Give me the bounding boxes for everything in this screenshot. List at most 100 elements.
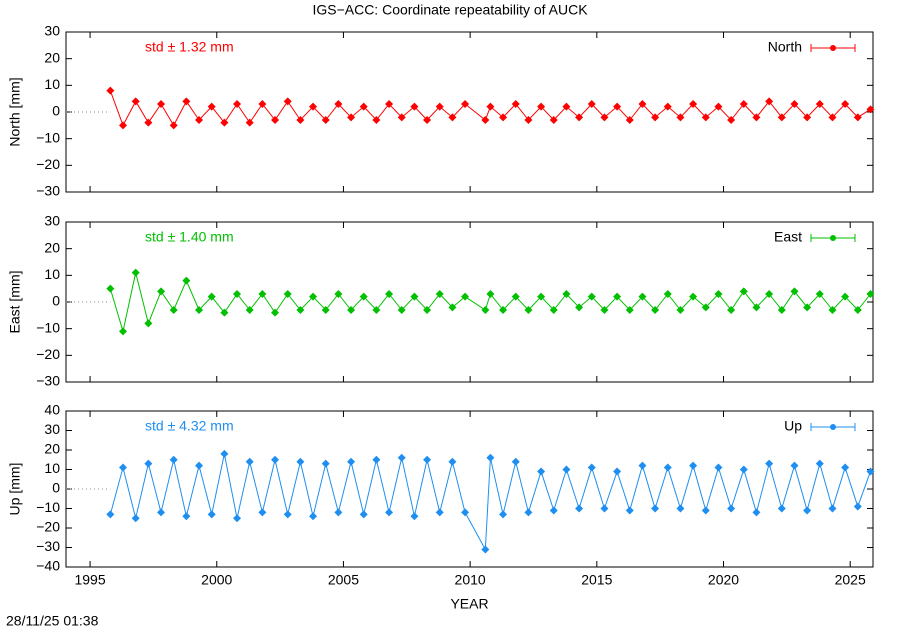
data-point (435, 102, 444, 111)
data-point (562, 465, 571, 474)
data-point (334, 290, 343, 298)
data-point (321, 306, 330, 314)
data-point (144, 319, 153, 328)
data-point (841, 100, 850, 108)
y-tick-label: −10 (36, 499, 60, 515)
data-point (841, 292, 850, 301)
data-point (410, 102, 419, 111)
data-point (195, 306, 204, 314)
data-point (448, 457, 457, 466)
annotation: std ± 1.32 mm (145, 39, 234, 55)
data-point (549, 306, 558, 314)
data-point (701, 303, 710, 312)
x-axis-label: YEAR (450, 596, 488, 612)
data-point (182, 276, 191, 285)
data-point (119, 121, 128, 130)
data-point (435, 508, 444, 517)
data-point (853, 502, 862, 511)
data-point (714, 463, 723, 472)
data-point (676, 306, 685, 314)
y-tick-label: 20 (44, 441, 60, 457)
data-point (676, 504, 685, 513)
data-point (752, 303, 761, 312)
data-point (549, 116, 558, 124)
data-point (296, 457, 305, 466)
data-point (169, 121, 178, 130)
data-point (283, 290, 292, 298)
data-point (334, 100, 343, 108)
data-point (866, 290, 875, 298)
data-point (815, 100, 824, 108)
x-tick-label: 2010 (455, 572, 486, 588)
data-point (499, 113, 508, 122)
data-point (410, 292, 419, 301)
data-point (347, 457, 356, 466)
data-point (562, 290, 571, 298)
data-point (790, 100, 799, 108)
y-tick-label: −20 (36, 346, 60, 362)
data-point (372, 116, 381, 124)
data-point (481, 545, 490, 554)
data-point (309, 292, 318, 301)
data-point (625, 506, 634, 515)
data-point (271, 455, 280, 464)
data-point (157, 100, 166, 108)
y-tick-label: 20 (44, 239, 60, 255)
data-point (296, 116, 305, 124)
x-tick-label: 2000 (201, 572, 232, 588)
data-point (169, 306, 178, 314)
data-point (245, 118, 254, 127)
data-point (651, 504, 660, 513)
y-tick-label: 30 (44, 23, 60, 39)
y-tick-label: 40 (44, 402, 60, 418)
y-tick-label: 10 (44, 460, 60, 476)
data-point (448, 303, 457, 312)
y-tick-label: −30 (36, 538, 60, 554)
data-point (309, 512, 318, 521)
data-point (397, 306, 406, 314)
data-point (663, 463, 672, 472)
data-point (233, 100, 242, 108)
data-point (790, 461, 799, 470)
data-point (233, 290, 242, 298)
data-point (853, 306, 862, 314)
data-point (600, 306, 609, 314)
data-point (739, 465, 748, 474)
data-point (575, 303, 584, 312)
data-point (613, 467, 622, 476)
data-point (651, 306, 660, 314)
data-point (651, 113, 660, 122)
legend-symbol (830, 235, 836, 241)
data-point (587, 292, 596, 301)
data-point (663, 102, 672, 111)
legend-symbol (830, 45, 836, 51)
data-point (131, 268, 140, 277)
data-point (207, 292, 216, 301)
data-point (613, 102, 622, 111)
x-tick-label: 2020 (708, 572, 739, 588)
data-point (106, 284, 115, 293)
x-tick-label: 2005 (328, 572, 359, 588)
data-point (625, 116, 634, 124)
y-axis-label: East [mm] (7, 270, 23, 333)
data-point (727, 504, 736, 513)
data-point (828, 306, 837, 314)
data-point (423, 306, 432, 314)
data-point (486, 290, 495, 298)
x-tick-label: 1995 (74, 572, 105, 588)
data-point (575, 504, 584, 513)
data-point (587, 100, 596, 108)
data-point (790, 287, 799, 296)
data-point (207, 102, 216, 111)
data-point (562, 102, 571, 111)
data-point (359, 510, 368, 519)
data-point (499, 306, 508, 314)
data-point (461, 100, 470, 108)
data-point (625, 306, 634, 314)
data-point (803, 113, 812, 122)
data-point (587, 463, 596, 472)
data-point (537, 467, 546, 476)
y-tick-label: 0 (52, 103, 60, 119)
